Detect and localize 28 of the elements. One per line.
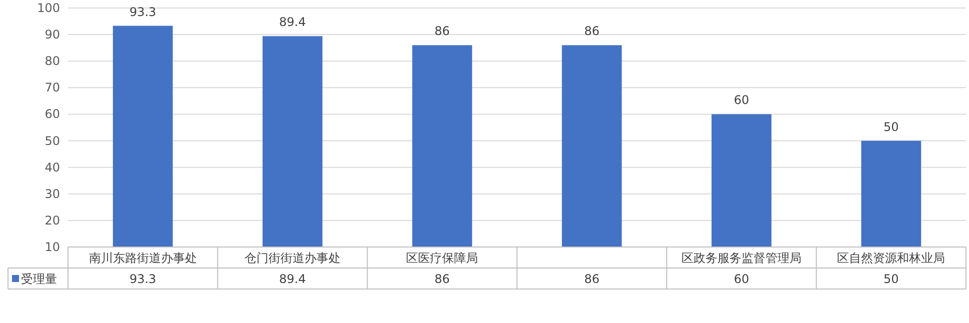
data-label: 86 — [584, 24, 600, 38]
data-label: 60 — [734, 93, 750, 108]
y-tick-label: 30 — [44, 186, 60, 201]
text: 93.3 — [129, 272, 156, 286]
y-tick-label: 100 — [37, 1, 60, 15]
y-tick-label: 70 — [44, 80, 60, 95]
y-tick-label: 20 — [44, 213, 60, 228]
x-tick-label: 仓门街街道办事处 — [244, 251, 340, 265]
x-tick-label: 区政务服务监督管理局 — [682, 251, 802, 265]
data-label: 86 — [434, 24, 450, 38]
legend-label: 受理量 — [21, 272, 57, 286]
data-label: 89.4 — [279, 15, 306, 30]
y-tick-label: 10 — [44, 240, 60, 254]
data-label: 50 — [884, 120, 899, 134]
y-tick-label: 90 — [44, 28, 60, 42]
data-label: 93.3 — [129, 4, 156, 19]
y-tick-label: 40 — [44, 160, 60, 174]
text: 50 — [884, 272, 899, 286]
x-tick-label: 南川东路街道办事处 — [88, 251, 197, 265]
text: 86 — [584, 272, 600, 286]
text: 89.4 — [279, 272, 306, 286]
y-tick-label: 60 — [44, 107, 60, 122]
x-tick-label: 区医疗保障局 — [406, 251, 478, 265]
text: 86 — [434, 272, 450, 286]
x-tick-label: 区自然资源和林业局 — [837, 251, 946, 265]
y-tick-label: 50 — [44, 134, 60, 148]
text: 60 — [734, 272, 750, 286]
y-tick-label: 80 — [44, 54, 60, 68]
